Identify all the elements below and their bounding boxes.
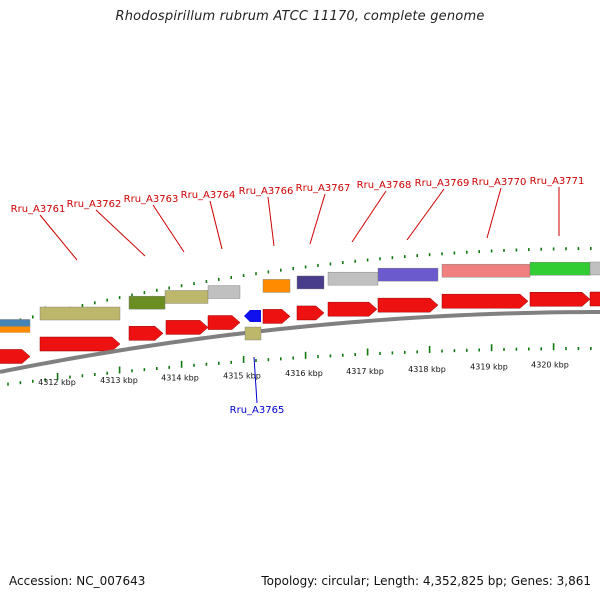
gene-label: Rru_A3767: [296, 183, 351, 194]
gene-leader-line: [351, 190, 387, 243]
ruler-tick-label: 4314 kbp: [161, 374, 199, 383]
ruler-tick-label: 4313 kbp: [100, 376, 138, 385]
ruler-tick-label: 4319 kbp: [470, 363, 508, 372]
gene-leader-line: [406, 188, 445, 241]
gene-label: Rru_A3769: [415, 178, 470, 189]
gene-leader-line: [39, 214, 78, 261]
forward-cds-arrow: [296, 305, 325, 321]
forward-cds-arrow: [441, 293, 529, 309]
gene-label: Rru_A3766: [239, 186, 294, 197]
cog-band: [0, 326, 30, 333]
gene-leader-line: [309, 193, 326, 245]
forward-cds-arrow: [529, 292, 591, 307]
gene-leader-line: [486, 187, 502, 239]
cog-band: [128, 295, 166, 310]
ruler-tick-label: 4312 kbp: [38, 378, 76, 387]
genome-summary-text: Topology: circular; Length: 4,352,825 bp…: [261, 574, 591, 588]
cog-band: [377, 267, 439, 282]
ruler-tick-label: 4315 kbp: [223, 371, 261, 380]
gene-labels: Rru_A3761 Rru_A3762 Rru_A3763 Rru_A3764 Rru_…: [11, 176, 585, 416]
gene-leader-line: [267, 196, 275, 247]
gene-leader-line: [152, 204, 185, 253]
forward-cds-arrow: [262, 309, 291, 324]
accession-text: Accession: NC_007643: [9, 574, 146, 588]
forward-cds-arrow: [128, 326, 164, 341]
forward-cds-arrow: [589, 291, 600, 307]
gene-label: Rru_A3764: [181, 190, 236, 201]
gene-label: Rru_A3765: [230, 405, 285, 416]
cog-band: [262, 279, 291, 293]
gene-label: Rru_A3763: [124, 194, 179, 205]
cog-band: [39, 306, 121, 321]
ruler-tick-label: 4317 kbp: [346, 367, 384, 376]
backbone-line: [0, 310, 600, 374]
cog-band: [529, 262, 591, 276]
cog-band: [296, 275, 325, 290]
reverse-cds-arrow: [244, 310, 261, 322]
forward-cds-arrow: [0, 349, 31, 364]
map-title: Rhodospirillum rubrum ATCC 11170, comple…: [115, 9, 485, 24]
gene-label: Rru_A3762: [67, 199, 122, 210]
forward-cds-arrow: [165, 320, 209, 335]
gene-label: Rru_A3761: [11, 204, 66, 215]
genome-backbone: [0, 310, 600, 374]
gene-label: Rru_A3768: [357, 180, 412, 191]
cog-category-bands: [0, 261, 600, 333]
cog-band: [327, 271, 379, 286]
gene-label: Rru_A3771: [530, 176, 585, 187]
gene-leader-line: [95, 209, 146, 257]
ruler-tick-labels: 4312 kbp 4313 kbp 4314 kbp 4315 kbp 4316 kbp…: [38, 360, 569, 387]
inner-ruler-ticks: [7, 343, 592, 386]
forward-cds-arrow: [207, 315, 241, 330]
cog-band: [164, 290, 209, 304]
gene-label: Rru_A3770: [472, 177, 527, 188]
gene-leader-line: [209, 200, 223, 250]
forward-cds-arrow: [39, 336, 121, 352]
cog-band: [589, 261, 600, 276]
cog-band: [441, 263, 531, 278]
forward-cds-arrow: [377, 297, 439, 313]
cog-band: [244, 326, 262, 341]
gene-leader-line: [253, 356, 258, 404]
forward-cds-arrow: [327, 301, 378, 317]
forward-cds-track: [0, 291, 600, 364]
ruler-tick-label: 4318 kbp: [408, 365, 446, 374]
ruler-tick-label: 4320 kbp: [531, 360, 569, 369]
ruler-tick-label: 4316 kbp: [285, 369, 323, 378]
cog-band: [207, 285, 241, 299]
reverse-cds-track: [244, 310, 262, 341]
